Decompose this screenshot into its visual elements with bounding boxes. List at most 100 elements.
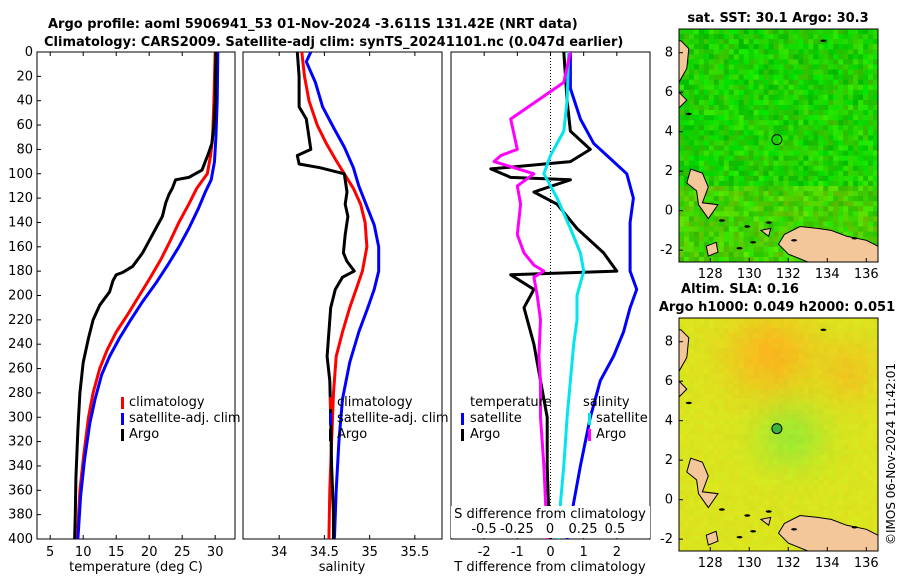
- map-cell: [843, 34, 849, 40]
- map-cell: [788, 464, 794, 471]
- map-cell: [778, 383, 784, 390]
- map-cell: [863, 449, 869, 456]
- map-cell: [843, 348, 849, 354]
- map-cell: [843, 125, 849, 131]
- map-cell: [873, 505, 878, 511]
- sla-map-subtitle: Argo h1000: 0.049 h2000: 0.051: [659, 300, 895, 315]
- map-cell: [743, 505, 750, 511]
- x-tick-label: 35: [361, 545, 378, 560]
- map-cell: [718, 221, 725, 227]
- map-cell: [828, 29, 834, 35]
- map-cell: [798, 125, 804, 131]
- map-cell: [723, 520, 730, 527]
- map-cell: [823, 318, 829, 324]
- map-cell: [803, 414, 809, 420]
- map-cell: [728, 39, 735, 45]
- map-cell: [813, 333, 819, 339]
- map-cell: [813, 368, 819, 375]
- map-cell: [873, 175, 878, 182]
- map-cell: [828, 459, 834, 466]
- map-cell: [773, 459, 779, 466]
- temperature-panel: 0204060801001201401601802002202402602803…: [8, 45, 240, 575]
- map-cell: [758, 110, 764, 116]
- map-cell: [858, 79, 864, 86]
- map-cell: [683, 459, 690, 466]
- map-cell: [798, 490, 804, 496]
- map-cell: [688, 500, 695, 506]
- map-cell: [828, 383, 834, 390]
- map-cell: [858, 150, 864, 157]
- map-cell: [833, 115, 839, 121]
- map-cell: [733, 175, 740, 182]
- map-cell: [713, 104, 720, 111]
- map-cell: [853, 165, 859, 172]
- map-cell: [773, 358, 779, 364]
- map-x-tick-label: 134: [815, 556, 840, 571]
- map-cell: [793, 201, 799, 207]
- map-cell: [683, 84, 690, 91]
- map-cell: [873, 135, 878, 141]
- map-cell: [863, 175, 869, 182]
- map-cell: [773, 140, 779, 146]
- map-cell: [753, 399, 760, 405]
- map-cell: [813, 439, 819, 446]
- map-cell: [679, 130, 685, 136]
- map-cell: [718, 490, 725, 496]
- map-cell: [843, 464, 849, 471]
- map-cell: [813, 459, 819, 466]
- map-cell: [783, 505, 789, 511]
- map-cell: [733, 54, 740, 60]
- map-cell: [723, 444, 730, 451]
- map-cell: [683, 540, 690, 547]
- map-cell: [758, 59, 764, 65]
- map-cell: [783, 485, 789, 491]
- map-cell: [803, 39, 809, 45]
- map-cell: [698, 140, 705, 146]
- map-cell: [703, 104, 710, 111]
- map-cell: [698, 383, 705, 390]
- map-cell: [843, 434, 849, 440]
- map-cell: [738, 545, 745, 551]
- map-cell: [763, 99, 769, 106]
- map-cell: [803, 328, 809, 334]
- map-cell: [688, 251, 695, 258]
- map-cell: [718, 333, 725, 339]
- map-cell: [703, 459, 710, 466]
- y-tick-label: 100: [8, 167, 33, 182]
- map-cell: [748, 241, 755, 248]
- map-cell: [818, 454, 824, 461]
- map-y-tick-label: -2: [660, 243, 673, 258]
- map-cell: [748, 165, 755, 172]
- map-cell: [733, 206, 740, 212]
- map-cell: [763, 236, 769, 243]
- map-cell: [788, 373, 794, 380]
- map-cell: [823, 510, 829, 516]
- map-cell: [679, 231, 685, 238]
- map-cell: [823, 206, 829, 212]
- map-cell: [718, 404, 725, 410]
- map-cell: [733, 44, 740, 50]
- map-cell: [718, 256, 725, 262]
- map-cell: [873, 399, 878, 405]
- map-cell: [763, 454, 769, 461]
- s-tick-5: 0.5: [605, 522, 626, 537]
- map-cell: [873, 368, 878, 375]
- map-cell: [798, 150, 804, 157]
- map-cell: [688, 530, 695, 537]
- map-cell: [723, 74, 730, 81]
- map-cell: [718, 155, 725, 162]
- map-cell: [718, 475, 725, 481]
- map-cell: [838, 29, 844, 35]
- map-cell: [728, 449, 735, 456]
- map-cell: [748, 59, 755, 65]
- x-tick-label: -1: [511, 545, 524, 560]
- map-cell: [783, 145, 789, 151]
- map-cell: [798, 74, 804, 81]
- map-cell: [679, 84, 685, 91]
- map-cell: [758, 424, 764, 430]
- map-cell: [698, 216, 705, 222]
- map-cell: [798, 348, 804, 354]
- map-cell: [728, 191, 735, 197]
- map-cell: [683, 358, 690, 364]
- map-cell: [843, 206, 849, 212]
